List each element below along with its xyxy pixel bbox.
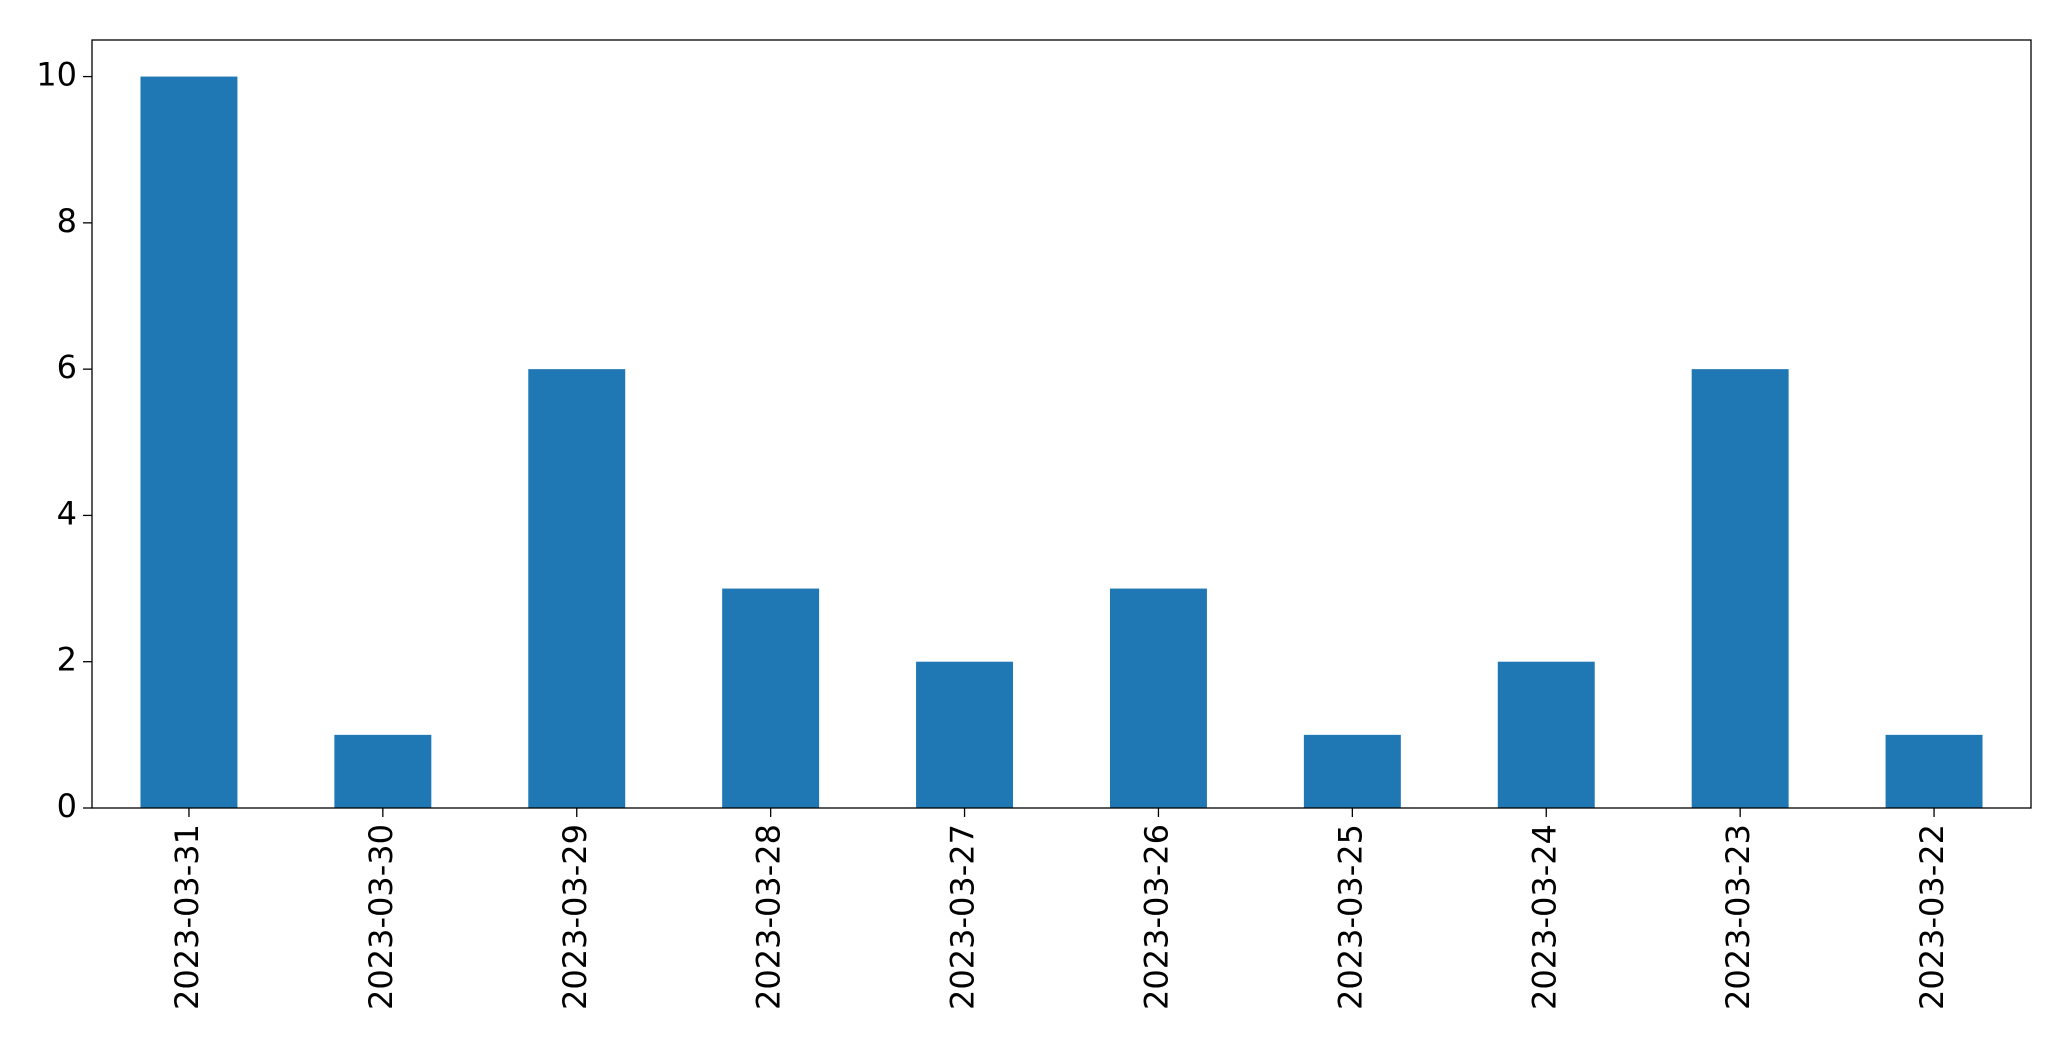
y-tick-label: 0 <box>57 787 77 825</box>
y-tick-label: 4 <box>57 494 77 532</box>
x-tick-label: 2023-03-24 <box>1525 824 1563 1010</box>
bar <box>1691 369 1789 808</box>
x-tick-label: 2023-03-28 <box>750 824 788 1010</box>
bar <box>1303 734 1401 808</box>
x-tick-label: 2023-03-29 <box>556 824 594 1010</box>
bar <box>140 76 238 809</box>
y-tick-label: 8 <box>57 202 77 240</box>
x-tick-label: 2023-03-22 <box>1913 824 1951 1010</box>
x-tick-label: 2023-03-25 <box>1331 824 1369 1010</box>
x-tick-label: 2023-03-26 <box>1137 824 1175 1010</box>
plot-frame <box>91 39 2032 809</box>
y-tick-label: 6 <box>57 348 77 386</box>
bar <box>334 734 432 808</box>
x-tick-label: 2023-03-23 <box>1719 824 1757 1010</box>
x-tick-label: 2023-03-31 <box>168 824 206 1010</box>
y-tick-label: 2 <box>57 641 77 679</box>
bar <box>1885 734 1983 808</box>
bar <box>1497 661 1595 808</box>
y-tick-label: 10 <box>36 56 77 94</box>
bar <box>916 661 1014 808</box>
bar <box>722 588 820 808</box>
x-tick-label: 2023-03-30 <box>362 824 400 1010</box>
bar <box>1109 588 1207 808</box>
x-tick-label: 2023-03-27 <box>944 824 982 1010</box>
bar <box>528 369 626 808</box>
